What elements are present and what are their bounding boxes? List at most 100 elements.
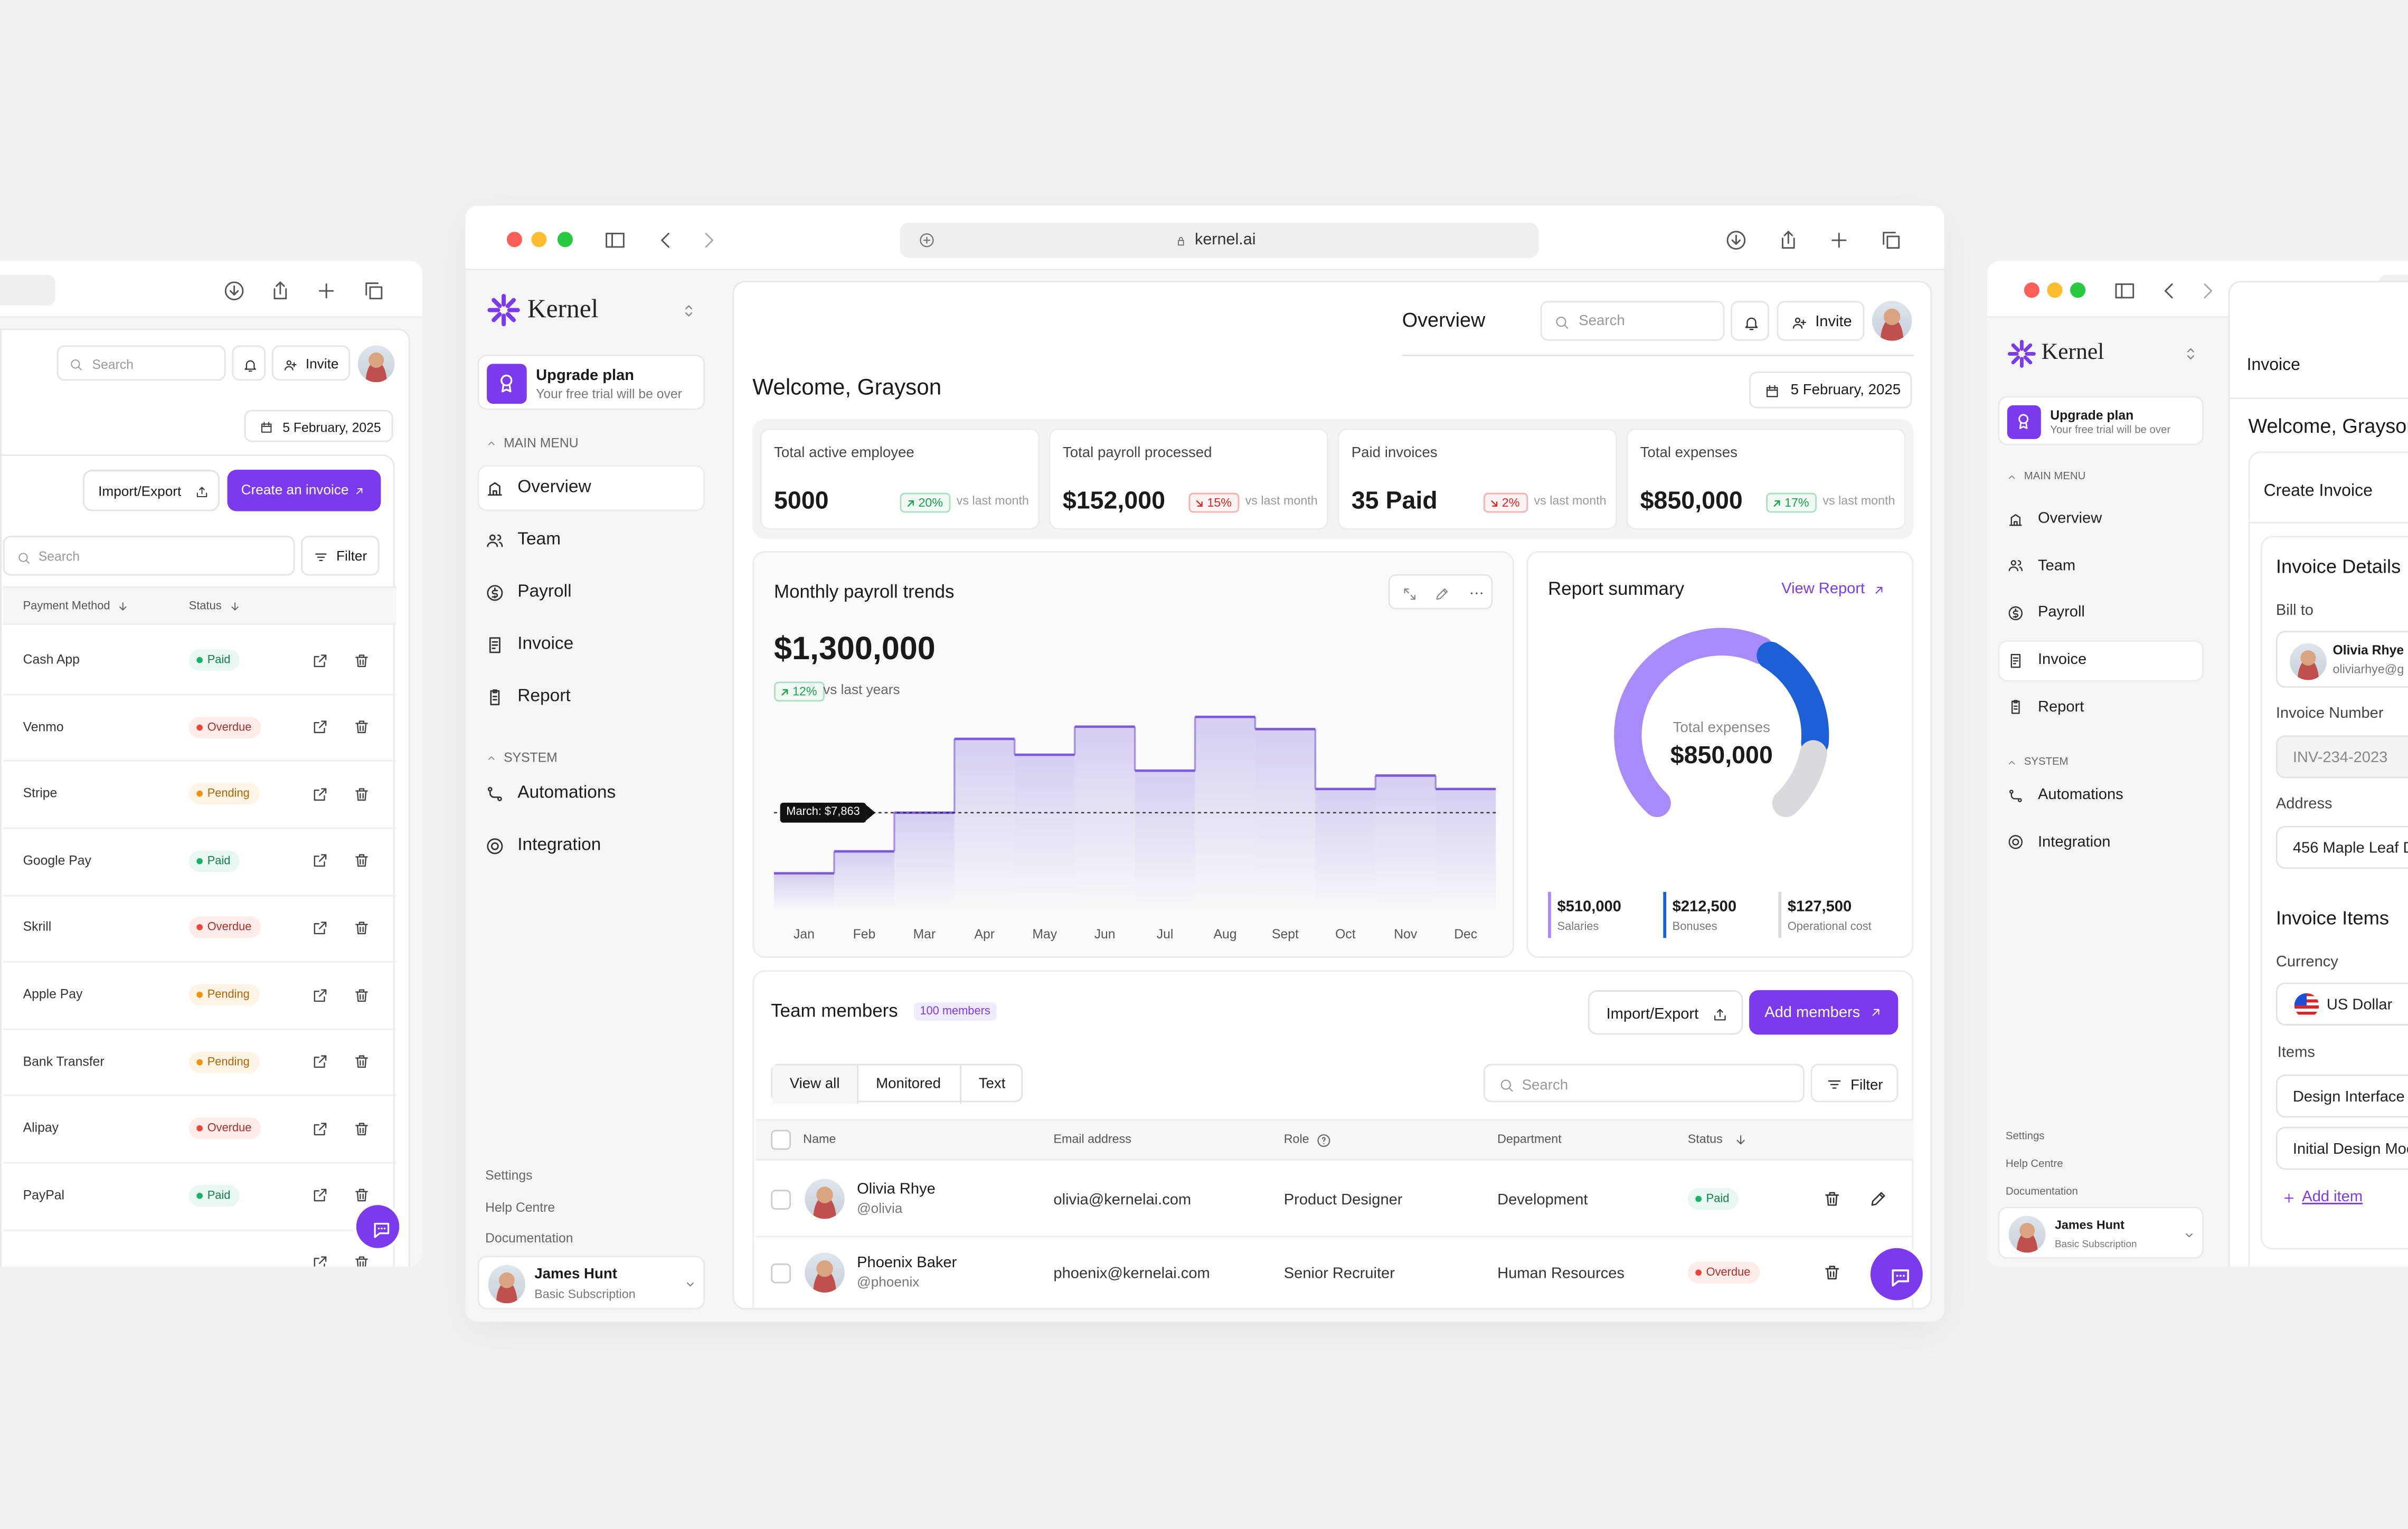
date-picker[interactable]: 5 February, 2025 [244,410,393,442]
invite-button[interactable]: Invite [271,345,351,381]
footer-link[interactable]: Documentation [485,1230,573,1246]
footer-link[interactable]: Help Centre [2005,1159,2063,1170]
edit-button [313,653,326,667]
filter-button[interactable]: Filter [1810,1063,1899,1103]
window-control[interactable] [2047,282,2063,298]
date-picker[interactable]: 5 February, 2025 [1749,371,1912,409]
icon [1436,587,1448,599]
edit-button-shape [1871,1192,1885,1206]
nav-item[interactable]: Invoice [2037,651,2087,669]
nav-active [477,465,705,511]
nav-item[interactable]: Automations [517,784,616,803]
nav-item[interactable]: Team [517,530,561,549]
window-control[interactable] [2070,282,2086,298]
address-bar[interactable]: kernel.ai [900,222,1539,258]
nav-item[interactable]: Automations [2037,786,2123,804]
change-badge: 15% [1188,492,1240,512]
item-input[interactable]: Design Interface [2275,1075,2408,1118]
workspace-switch [684,305,692,316]
search-box[interactable]: Search [1483,1063,1805,1103]
chat-button[interactable] [353,1202,403,1251]
icon [70,359,81,371]
view-report-link[interactable]: View Report [1781,581,1865,598]
tab[interactable] [959,1065,1024,1104]
icon-shape [1178,236,1184,245]
toolbar-icon-shape [660,232,669,247]
footer-link[interactable]: Settings [485,1167,533,1183]
toolbar-icon-shape [1781,230,1795,248]
user-card[interactable]: James Hunt Basic Subscription [1998,1207,2204,1259]
currency-select[interactable]: US Dollar [2275,982,2408,1025]
nav-item[interactable]: Overview [517,478,591,497]
icon [1891,1268,1909,1286]
invite-button[interactable]: Invite [1777,301,1865,341]
welcome-heading: Welcome, Grayson [752,376,942,401]
window-control[interactable] [506,232,522,248]
input[interactable]: INV-234-2023 [2275,735,2408,778]
change-value: 17% [1784,495,1809,509]
kpi-card: Total active employee 5000 vs last month 20… [760,428,1040,530]
add-members-button[interactable]: Add members [1749,990,1899,1035]
more [1470,592,1482,594]
item-input[interactable]: Initial Design Moc [2275,1126,2408,1170]
icon-shape [119,602,127,611]
delete-button-shape [354,653,367,667]
footer-link[interactable]: Documentation [2005,1186,2078,1198]
chat-button[interactable] [1867,1245,1926,1304]
upgrade-card[interactable]: Upgrade plan Your free trial will be over [1998,396,2204,445]
logo-shape [2007,339,2035,367]
nav-item[interactable]: Integration [517,836,601,855]
nav-item[interactable]: Payroll [2037,604,2085,622]
page-title: Overview [1402,308,1486,331]
input[interactable]: 456 Maple Leaf D [2275,825,2408,869]
legend-bar [1778,891,1781,938]
import-button[interactable]: Import/Export [1588,990,1743,1035]
checkbox[interactable] [771,1189,791,1209]
create-invoice-button[interactable]: Create an invoice [227,470,381,511]
footer-link[interactable]: Settings [2005,1132,2045,1143]
edit-button [313,1256,326,1267]
nav-item[interactable]: Team [2037,557,2076,575]
notification-button[interactable] [1731,301,1769,341]
tab[interactable] [857,1065,960,1104]
nav-item[interactable]: Invoice [517,635,574,654]
tab[interactable] [772,1065,857,1104]
window-control[interactable] [2024,282,2039,298]
nav-item[interactable]: Report [517,687,571,706]
nav-item[interactable]: Integration [2037,833,2111,851]
table-search[interactable]: Search [3,536,295,576]
checkbox[interactable] [771,1129,791,1150]
search-box[interactable]: Search [1540,301,1725,341]
workspace-switch-shape [2186,347,2194,359]
import-button[interactable]: Import/Export [83,470,220,511]
details-card: Invoice Details Bill to Olivia Rhye oliviar… [2260,536,2408,1250]
notification-button[interactable] [232,345,266,381]
footer-link[interactable]: Help Centre [485,1199,555,1214]
icon-shape [260,422,271,433]
upgrade-card[interactable]: Upgrade plan Your free trial will be over [477,354,705,410]
kpi-label: Total active employee [774,444,914,462]
x-tick-label: May [1032,927,1057,942]
checkbox[interactable] [771,1262,791,1283]
toolbar-icon [318,282,333,298]
column-header: Email address [1053,1131,1131,1146]
status-text: Paid [207,1188,231,1202]
icon-shape [1766,385,1778,397]
nav-item[interactable]: Report [2037,699,2084,716]
icon [1766,385,1778,397]
nav-item[interactable]: Overview [2037,510,2102,528]
edit-button-shape [313,1256,326,1267]
user-card[interactable]: James Hunt Basic Subscription [477,1256,705,1310]
window-control[interactable] [557,232,573,248]
window-control[interactable] [531,232,547,248]
status-badge: Pending [188,1051,259,1072]
filter-button[interactable]: Filter [301,536,380,576]
icon [1745,317,1758,330]
client-select[interactable]: Olivia Rhye oliviarhye@g [2275,631,2408,688]
nav-icon-shape [486,584,503,601]
row-divider [3,760,396,762]
add-item-link[interactable]: Add item [2302,1189,2363,1206]
nav-item[interactable]: Payroll [517,583,572,602]
search-box[interactable]: Search [56,345,226,381]
